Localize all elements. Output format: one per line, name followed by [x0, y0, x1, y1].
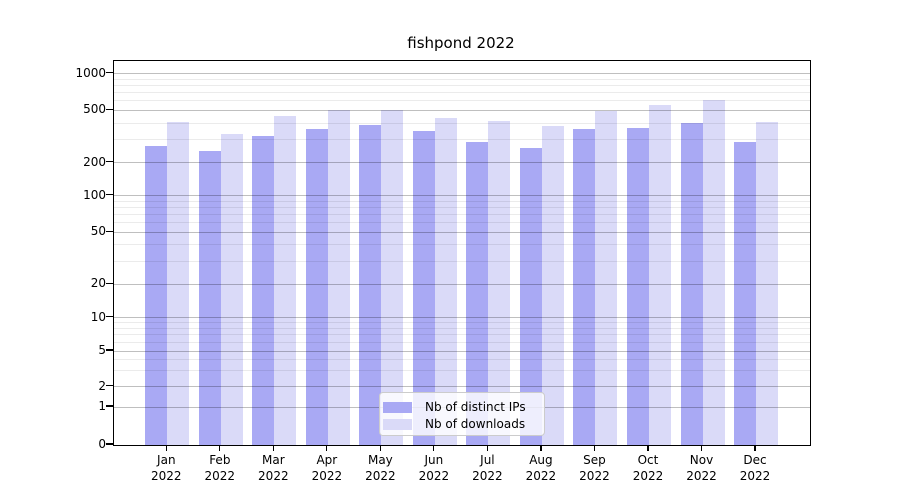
- bar-distinct-ips-aug: [519, 147, 542, 445]
- y-tick-label-10: 10: [90, 309, 106, 324]
- bar-downloads-mar: [274, 116, 297, 445]
- x-tick-label-may: May 2022: [365, 453, 396, 483]
- x-tick-mark-jan: [165, 445, 167, 451]
- x-tick-label-oct: Oct 2022: [632, 453, 664, 483]
- bar-downloads-jun: [434, 118, 457, 445]
- bar-distinct-ips-may: [359, 125, 382, 445]
- x-tick-mark-may: [379, 445, 381, 451]
- y-tick-mark-20: [106, 282, 113, 284]
- y-tick-label-5: 5: [98, 343, 106, 357]
- x-tick-label-nov: Nov 2022: [686, 453, 717, 483]
- bar-distinct-ips-sep: [573, 129, 596, 445]
- legend-label-distinct-ips: Nb of distinct IPs: [425, 400, 526, 414]
- legend-swatch-downloads: [383, 418, 412, 430]
- x-tick-mark-dec: [754, 445, 756, 451]
- y-tick-label-2: 2: [98, 378, 106, 393]
- y-tick-label-1: 1: [98, 399, 106, 413]
- y-tick-mark-50: [106, 230, 113, 232]
- bar-distinct-ips-mar: [252, 135, 275, 445]
- x-tick-label-jan: Jan 2022: [151, 453, 182, 483]
- bar-downloads-jul: [488, 120, 511, 445]
- bar-distinct-ips-feb: [198, 151, 221, 445]
- x-tick-mark-jun: [433, 445, 435, 451]
- bar-downloads-aug: [541, 125, 564, 445]
- x-tick-mark-oct: [647, 445, 649, 451]
- y-tick-label-500: 500: [83, 102, 106, 117]
- y-tick-mark-1: [106, 405, 113, 407]
- y-tick-mark-2: [106, 384, 113, 387]
- plot-area: [113, 60, 811, 446]
- y-tick-mark-10: [106, 315, 113, 318]
- bar-downloads-dec: [756, 121, 779, 445]
- y-tick-mark-5: [106, 349, 113, 351]
- x-tick-label-dec: Dec 2022: [739, 453, 771, 483]
- y-tick-mark-200: [106, 161, 113, 163]
- y-tick-mark-1000: [106, 71, 113, 74]
- bar-distinct-ips-jan: [145, 145, 168, 445]
- x-tick-label-sep: Sep 2022: [579, 453, 610, 483]
- x-tick-mark-feb: [219, 445, 221, 451]
- y-tick-mark-0: [106, 443, 113, 445]
- x-tick-mark-apr: [326, 445, 328, 451]
- y-tick-label-100: 100: [83, 187, 106, 202]
- x-tick-label-aug: Aug 2022: [525, 453, 557, 483]
- bar-distinct-ips-jun: [412, 130, 435, 445]
- y-tick-label-0: 0: [98, 437, 106, 451]
- x-tick-label-mar: Mar 2022: [258, 453, 289, 483]
- y-tick-mark-100: [106, 193, 113, 196]
- bar-downloads-may: [381, 109, 404, 445]
- x-tick-mark-jul: [486, 445, 488, 451]
- bar-downloads-feb: [220, 134, 243, 445]
- bar-distinct-ips-oct: [626, 128, 649, 445]
- bar-downloads-oct: [648, 105, 671, 445]
- bar-distinct-ips-dec: [734, 142, 757, 445]
- x-tick-label-apr: Apr 2022: [311, 453, 343, 483]
- legend-swatch-distinct-ips: [383, 401, 412, 413]
- bar-downloads-sep: [595, 111, 618, 445]
- bar-distinct-ips-jul: [466, 142, 489, 445]
- chart-title: fishpond 2022: [407, 34, 515, 52]
- x-tick-mark-mar: [272, 445, 274, 451]
- y-tick-label-20: 20: [90, 276, 106, 291]
- bar-downloads-jan: [167, 122, 190, 445]
- x-tick-label-jul: Jul 2022: [472, 453, 503, 483]
- bar-distinct-ips-apr: [305, 129, 328, 445]
- legend-label-downloads: Nb of downloads: [425, 417, 526, 431]
- y-tick-label-200: 200: [83, 154, 106, 169]
- x-tick-mark-aug: [540, 445, 542, 451]
- legend: Nb of distinct IPs Nb of downloads: [379, 392, 545, 436]
- x-tick-mark-nov: [700, 445, 703, 451]
- bar-distinct-ips-nov: [680, 123, 703, 445]
- bar-downloads-apr: [327, 109, 350, 445]
- y-tick-label-1000: 1000: [75, 65, 106, 80]
- y-tick-mark-500: [106, 108, 113, 110]
- x-tick-mark-sep: [593, 445, 596, 451]
- legend-row-downloads: Nb of downloads: [380, 416, 544, 432]
- legend-row-distinct-ips: Nb of distinct IPs: [380, 399, 544, 415]
- bar-downloads-nov: [702, 100, 725, 445]
- y-tick-label-50: 50: [90, 224, 106, 239]
- bars-layer: [114, 61, 810, 445]
- x-tick-label-feb: Feb 2022: [204, 453, 236, 483]
- x-tick-label-jun: Jun 2022: [418, 453, 450, 483]
